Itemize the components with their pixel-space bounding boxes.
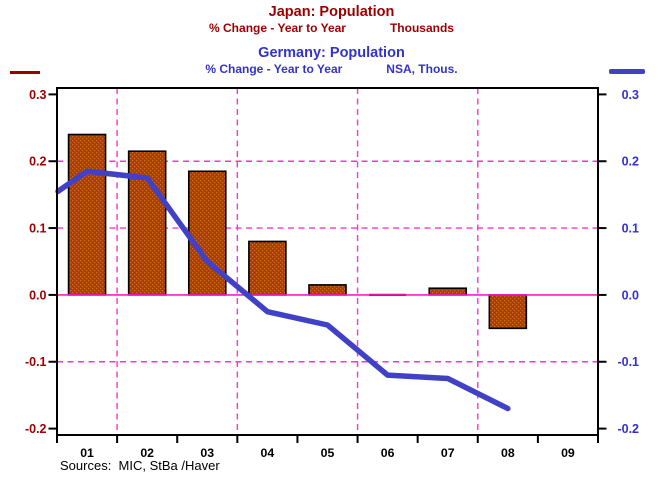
x-axis-label: 06 (381, 446, 395, 460)
germany-subtitle-measure: % Change - Year to Year (205, 62, 343, 76)
bar-03 (187, 170, 227, 296)
bar-08 (488, 294, 528, 330)
japan-legend-marker (10, 71, 40, 74)
x-axis-label: 03 (200, 446, 214, 460)
y-axis-label-right: -0.1 (617, 355, 639, 369)
germany-subtitle-units: NSA, Thous. (386, 62, 458, 76)
japan-subtitle: % Change - Year to Year Thousands (0, 22, 663, 34)
germany-legend-marker (609, 69, 645, 74)
sources-note: Sources: MIC, StBa /Haver (60, 458, 220, 473)
y-axis-label-right: -0.2 (617, 422, 639, 436)
germany-line (55, 168, 511, 412)
x-axis-label: 05 (321, 446, 335, 460)
japan-subtitle-units: Thousands (389, 21, 454, 35)
bar-02 (127, 150, 167, 296)
bar-05 (308, 284, 347, 296)
bar-01 (67, 133, 107, 296)
y-axis-label-right: 0.3 (622, 88, 639, 102)
germany-subtitle: % Change - Year to Year NSA, Thous. (0, 63, 663, 75)
x-axis-label: 08 (501, 446, 515, 460)
y-axis-label-left: -0.2 (25, 422, 47, 436)
germany-title: Germany: Population (258, 45, 405, 61)
y-axis-label-left: 0.2 (29, 155, 46, 169)
bar-07 (428, 287, 468, 296)
y-axis-label-left: -0.1 (25, 355, 47, 369)
y-axis-label-left: 0.3 (29, 88, 46, 102)
y-axis-label-right: 0.0 (622, 288, 639, 302)
y-axis-label-right: 0.1 (622, 221, 639, 235)
plot-frame (56, 87, 599, 436)
x-axis-label: 09 (561, 446, 575, 460)
x-axis-label: 07 (441, 446, 455, 460)
y-axis-label-right: 0.2 (622, 155, 639, 169)
bar-04 (248, 240, 287, 296)
x-axis-label: 02 (140, 446, 154, 460)
japan-subtitle-measure: % Change - Year to Year (209, 21, 346, 35)
japan-title: Japan: Population (268, 4, 395, 20)
y-axis-label-left: 0.0 (29, 288, 46, 302)
x-axis-label: 04 (261, 446, 275, 460)
y-axis-label-left: 0.1 (29, 221, 46, 235)
x-axis-label: 01 (80, 446, 94, 460)
